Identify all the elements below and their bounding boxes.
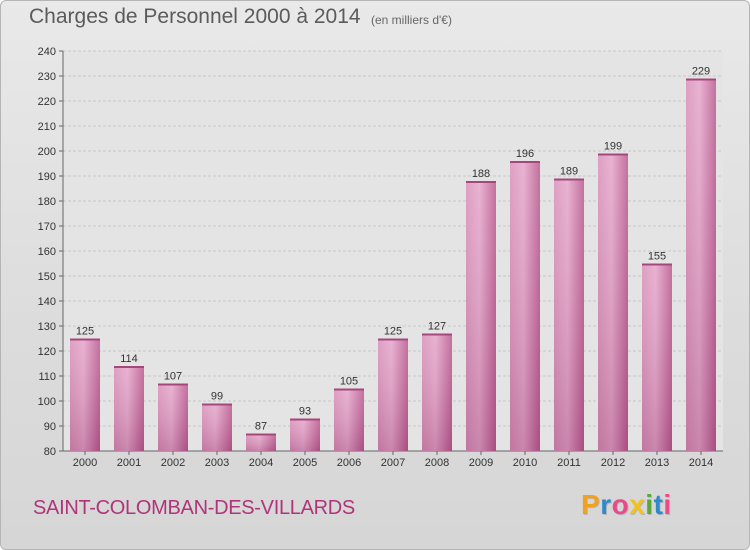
bar-cap-2003 (202, 403, 232, 406)
x-tick-label: 2009 (469, 457, 493, 469)
bar-cap-2007 (378, 338, 408, 341)
bar-cap-2009 (466, 181, 496, 183)
bar-shade-2013 (642, 263, 672, 451)
value-label: 127 (428, 321, 446, 333)
x-tick-label: 2011 (557, 457, 581, 469)
y-tick-label: 160 (38, 246, 56, 258)
x-tick-label: 2008 (425, 457, 449, 469)
bars: 125 114 107 99 87 93 105 125 127 188 196 189 199 155 2… (70, 66, 716, 451)
y-tick-label: 120 (38, 346, 56, 358)
y-tick-label: 80 (44, 446, 56, 458)
y-tick-label: 210 (38, 121, 56, 133)
value-label: 93 (299, 406, 311, 418)
bar-shade-2002 (158, 383, 188, 451)
bar-cap-2012 (598, 153, 628, 156)
x-tick-label: 2001 (117, 457, 141, 469)
x-tick-label: 2005 (293, 457, 317, 469)
value-label: 125 (384, 326, 402, 338)
commune-name: SAINT-COLOMBAN-DES-VILLARDS (33, 497, 355, 519)
value-label: 188 (472, 168, 490, 180)
logo-letter: i (663, 489, 672, 520)
bar-cap-2001 (114, 366, 144, 368)
value-label: 125 (76, 326, 94, 338)
x-tick-label: 2013 (645, 457, 669, 469)
bar-shade-2000 (70, 338, 100, 451)
bar-cap-2014 (686, 78, 716, 81)
bar-cap-2011 (554, 178, 584, 181)
x-tick-label: 2003 (205, 457, 229, 469)
bar-shade-2006 (334, 388, 364, 451)
logo-letter: i (645, 489, 654, 520)
y-tick-label: 100 (38, 396, 56, 408)
x-axis: 2000 2001 2002 2003 2004 2005 2006 2007 2008 2009… (73, 451, 713, 469)
bar-cap-2006 (334, 388, 364, 391)
y-tick-label: 110 (38, 371, 56, 383)
bar-cap-2010 (510, 161, 540, 163)
bar-cap-2008 (422, 333, 452, 336)
y-tick-label: 220 (38, 96, 56, 108)
value-label: 196 (516, 148, 534, 160)
x-tick-label: 2006 (337, 457, 361, 469)
value-label: 189 (560, 166, 578, 178)
x-tick-label: 2000 (73, 457, 97, 469)
bar-shade-2004 (246, 433, 276, 451)
x-tick-label: 2012 (601, 457, 625, 469)
bar-shade-2007 (378, 338, 408, 451)
y-tick-label: 150 (38, 271, 56, 283)
value-label: 114 (120, 353, 138, 365)
bar-shade-2014 (686, 78, 716, 451)
proxiti-logo: Proxiti (581, 489, 672, 521)
y-tick-label: 130 (38, 321, 56, 333)
chart-subtitle: (en milliers d'€) (371, 13, 452, 27)
logo-letter: P (581, 489, 601, 520)
x-tick-label: 2014 (689, 457, 713, 469)
value-label: 107 (164, 371, 182, 383)
bar-shade-2008 (422, 333, 452, 451)
value-label: 87 (255, 421, 267, 433)
chart-title: Charges de Personnel 2000 à 2014 (29, 5, 361, 28)
value-label: 99 (211, 391, 223, 403)
value-label: 199 (604, 141, 622, 153)
bar-cap-2005 (290, 418, 320, 421)
bar-shade-2003 (202, 403, 232, 451)
value-label: 155 (648, 251, 666, 263)
x-tick-label: 2010 (513, 457, 537, 469)
x-tick-label: 2007 (381, 457, 405, 469)
bar-cap-2004 (246, 433, 276, 436)
y-tick-label: 180 (38, 196, 56, 208)
logo-letter: x (629, 489, 646, 520)
bar-shade-2010 (510, 161, 540, 451)
y-tick-label: 200 (38, 146, 56, 158)
value-label: 229 (692, 66, 710, 78)
bar-shade-2012 (598, 153, 628, 451)
y-tick-label: 140 (38, 296, 56, 308)
bar-cap-2002 (158, 383, 188, 386)
y-tick-label: 170 (38, 221, 56, 233)
bar-shade-2005 (290, 418, 320, 451)
logo-letter: t (653, 489, 664, 520)
bar-cap-2000 (70, 338, 100, 341)
logo-letter: r (600, 489, 612, 520)
value-label: 105 (340, 376, 358, 388)
x-tick-label: 2004 (249, 457, 273, 469)
y-tick-label: 90 (44, 421, 56, 433)
bar-shade-2001 (114, 366, 144, 451)
bar-shade-2011 (554, 178, 584, 451)
y-tick-label: 230 (38, 71, 56, 83)
bar-cap-2013 (642, 263, 672, 266)
y-tick-label: 190 (38, 171, 56, 183)
x-tick-label: 2002 (161, 457, 185, 469)
logo-letter: o (611, 489, 630, 520)
bar-shade-2009 (466, 181, 496, 451)
y-tick-label: 240 (38, 46, 56, 58)
